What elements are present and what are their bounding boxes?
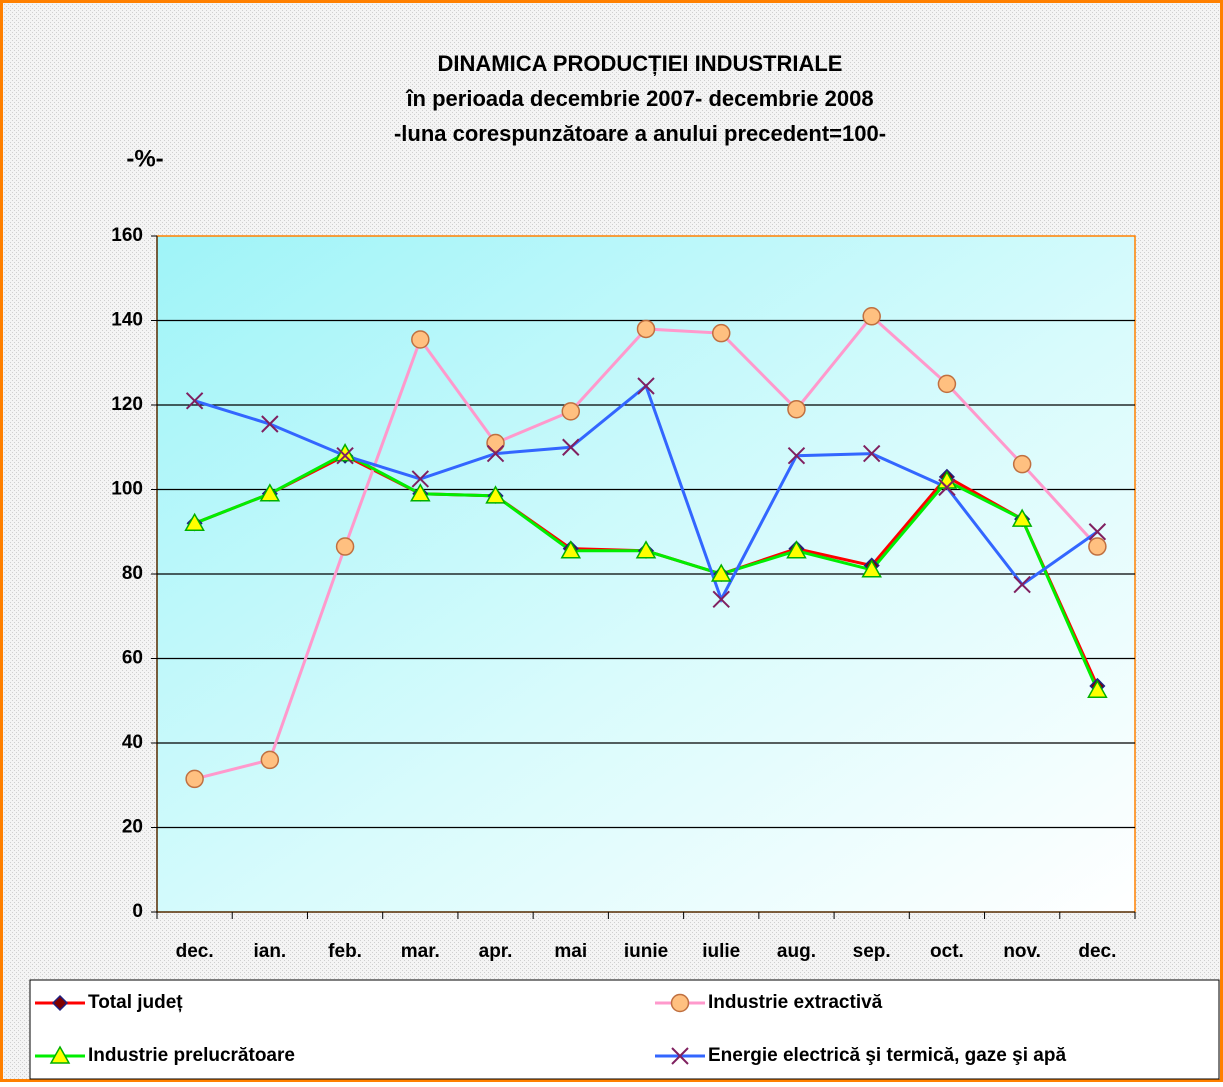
data-point: [937, 374, 957, 394]
y-tick-label: 160: [111, 225, 143, 246]
y-tick-label: 40: [122, 732, 143, 753]
legend-marker: [671, 1047, 689, 1065]
data-point: [184, 512, 205, 532]
data-point: [637, 377, 655, 395]
y-tick-label: 60: [122, 648, 143, 669]
chart-subtitle: -luna corespunzătoare a anului precedent…: [394, 121, 886, 146]
data-point: [938, 478, 956, 497]
x-tick-label: mai: [554, 941, 587, 962]
data-point: [1013, 575, 1031, 594]
x-tick-label: apr.: [479, 941, 513, 962]
x-tick-label: dec.: [1078, 941, 1116, 962]
data-point: [787, 399, 806, 419]
data-point: [862, 307, 881, 326]
y-axis-label: -%-: [126, 145, 163, 172]
data-point: [185, 769, 204, 789]
legend-marker: [670, 993, 690, 1013]
legend-marker: [51, 994, 69, 1012]
x-tick-label: ian.: [253, 941, 286, 962]
data-point: [486, 433, 505, 453]
data-point: [1011, 508, 1033, 527]
data-point: [787, 446, 806, 465]
x-tick-label: aug.: [777, 941, 816, 962]
chart-title: DINAMICA PRODUCȚIEI INDUSTRIALE: [438, 51, 843, 76]
data-point: [185, 392, 204, 410]
data-point: [261, 415, 279, 433]
data-point: [1087, 679, 1108, 698]
legend-label: Industrie prelucrătoare: [88, 1045, 295, 1066]
data-point: [411, 470, 430, 488]
x-tick-label: mar.: [401, 941, 440, 962]
x-tick-label: iulie: [702, 941, 740, 962]
data-point: [636, 319, 656, 339]
data-point: [485, 485, 506, 504]
data-point: [862, 444, 881, 463]
legend-label: Total județ: [88, 992, 183, 1013]
data-point: [259, 483, 281, 502]
x-tick-label: oct.: [930, 941, 964, 962]
legend-marker: [49, 1045, 71, 1064]
data-point: [712, 590, 730, 609]
chart-subtitle: în perioada decembrie 2007- decembrie 20…: [405, 86, 873, 111]
data-point: [1012, 454, 1032, 474]
data-point: [711, 323, 731, 343]
legend-label: Industrie extractivă: [708, 992, 883, 1013]
data-point: [710, 563, 732, 582]
data-point: [786, 540, 807, 559]
data-point: [410, 483, 431, 502]
y-tick-label: 0: [132, 901, 143, 922]
x-tick-label: nov.: [1003, 941, 1041, 962]
data-point: [562, 438, 580, 456]
data-point: [335, 537, 355, 556]
legend-label: Energie electrică şi termică, gaze şi ap…: [708, 1045, 1066, 1066]
x-tick-label: dec.: [176, 941, 214, 962]
data-point: [336, 446, 354, 465]
legend: [29, 979, 1220, 1080]
data-point: [486, 444, 505, 463]
data-point: [561, 402, 581, 421]
data-point: [861, 559, 882, 578]
data-point: [411, 330, 430, 349]
data-point: [635, 540, 657, 559]
data-point: [1088, 523, 1107, 541]
x-tick-label: sep.: [853, 941, 891, 962]
y-tick-label: 100: [111, 479, 143, 500]
data-point: [1088, 537, 1107, 556]
y-tick-label: 20: [122, 817, 143, 838]
data-point: [560, 540, 582, 559]
y-tick-label: 80: [122, 563, 143, 584]
y-tick-label: 120: [111, 394, 143, 415]
data-point: [260, 750, 280, 770]
x-tick-label: iunie: [624, 941, 668, 962]
y-tick-label: 140: [111, 310, 143, 331]
x-tick-label: feb.: [328, 941, 362, 962]
